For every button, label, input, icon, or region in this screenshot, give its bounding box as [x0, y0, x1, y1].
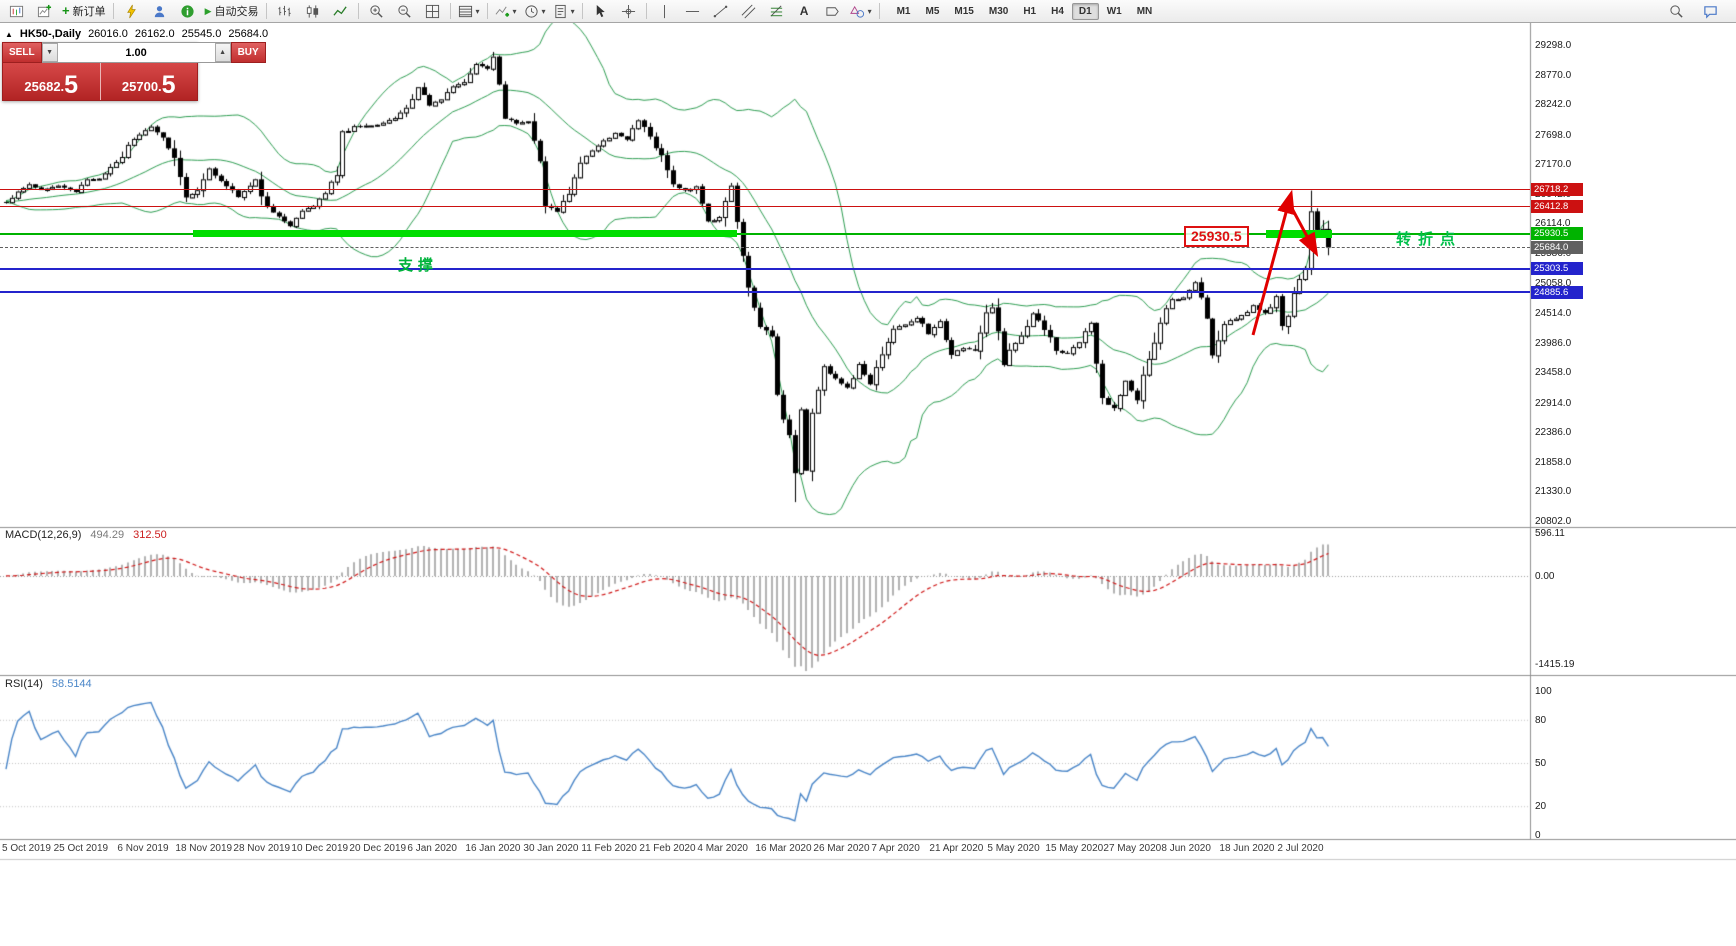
community-icon[interactable]: [174, 1, 201, 21]
chart-list-button[interactable]: ▾: [455, 1, 483, 21]
macd-indicator-label: MACD(12,26,9) 494.29 312.50: [5, 529, 167, 541]
macd-signal-value: 312.50: [133, 529, 167, 541]
tile-windows-icon[interactable]: [419, 1, 446, 21]
turning-point-annotation[interactable]: 转折点: [1396, 231, 1463, 248]
plus-icon: +: [62, 3, 70, 18]
ohlc-high: 26162.0: [134, 28, 175, 40]
chevron-down-icon: ▾: [570, 6, 575, 16]
timeframe-h4[interactable]: H4: [1051, 5, 1064, 17]
ohlc-open: 26016.0: [88, 28, 128, 40]
chart-window-icon[interactable]: [3, 1, 30, 21]
main-toolbar: + 新订单 ▶ 自动交易 ▾ ▾ ▾ ▾ A ▾ M1 M5 M15 M30 H1 H4 D1 W…: [0, 0, 1736, 23]
toolbar-separator: [878, 3, 880, 19]
channel-icon[interactable]: [735, 1, 762, 21]
macd-title: MACD(12,26,9): [5, 529, 82, 541]
trendline-icon[interactable]: [707, 1, 734, 21]
toolbar-separator: [449, 3, 451, 19]
chat-icon[interactable]: [1697, 1, 1724, 21]
toolbar-separator: [486, 3, 488, 19]
crosshair-icon[interactable]: [615, 1, 642, 21]
ohlc-close: 25684.0: [228, 28, 269, 40]
toolbar-separator: [112, 3, 114, 19]
search-icon[interactable]: [1663, 1, 1690, 21]
sell-price-big-digit: 5: [64, 71, 79, 99]
toolbar-separator: [645, 3, 647, 19]
toolbar-right-icons: [1663, 1, 1733, 21]
volume-input[interactable]: [57, 43, 215, 62]
sell-price-small: 25682.: [24, 79, 65, 94]
timeframe-mn[interactable]: MN: [1136, 5, 1153, 17]
timeframe-m30[interactable]: M30: [988, 5, 1009, 17]
chevron-down-icon: ▾: [475, 6, 480, 16]
volume-decrease-button[interactable]: ▼: [41, 43, 58, 62]
chevron-down-icon: ▾: [867, 6, 872, 16]
line-chart-icon[interactable]: [327, 1, 354, 21]
new-order-label: 新订单: [72, 6, 106, 18]
macd-value: 494.29: [90, 529, 125, 541]
volume-increase-button[interactable]: ▲: [214, 43, 231, 62]
buy-price-big-digit: 5: [161, 71, 176, 99]
timeframe-m15[interactable]: M15: [954, 5, 974, 17]
rsi-value: 58.5144: [51, 678, 92, 690]
buy-price-small: 25700.: [121, 79, 162, 94]
text-label-icon[interactable]: [819, 1, 846, 21]
timeframe-toolbar: M1 M5 M15 M30 H1 H4 D1 W1 MN: [890, 2, 1160, 20]
shapes-button[interactable]: ▾: [847, 1, 875, 21]
experts-icon[interactable]: [146, 1, 173, 21]
templates-button[interactable]: ▾: [550, 1, 578, 21]
chevron-down-icon: ▾: [512, 6, 517, 16]
new-order-button[interactable]: + 新订单: [59, 1, 109, 21]
volume-control: ▼ ▲: [41, 42, 231, 63]
price-chart-canvas[interactable]: [0, 23, 1736, 946]
zoom-out-icon[interactable]: [391, 1, 418, 21]
cursor-icon[interactable]: [587, 1, 614, 21]
autotrading-label: 自动交易: [214, 6, 259, 18]
rsi-indicator-label: RSI(14) 58.5144: [5, 678, 92, 690]
toolbar-separator: [357, 3, 359, 19]
one-click-toggle-icon[interactable]: ▲: [5, 29, 13, 39]
one-click-trading-panel: SELL ▼ ▲ BUY 25682.5 25700.5: [2, 42, 266, 101]
symbol-info: ▲ HK50-,Daily 26016.0 26162.0 25545.0 25…: [5, 28, 268, 40]
periods-button[interactable]: ▾: [521, 1, 549, 21]
support-annotation[interactable]: 支撑: [398, 257, 439, 274]
ohlc-low: 25545.0: [181, 28, 222, 40]
vertical-line-icon[interactable]: [651, 1, 678, 21]
fibonacci-icon[interactable]: [763, 1, 790, 21]
chevron-down-icon: ▾: [541, 6, 546, 16]
indicators-button[interactable]: ▾: [492, 1, 520, 21]
price-divider: [99, 63, 101, 100]
buy-button[interactable]: BUY: [230, 42, 266, 63]
lightning-icon[interactable]: [118, 1, 145, 21]
price-level-callout[interactable]: 25930.5: [1184, 226, 1249, 247]
horizontal-line-icon[interactable]: [679, 1, 706, 21]
zoom-in-icon[interactable]: [363, 1, 390, 21]
autotrading-button[interactable]: ▶ 自动交易: [202, 1, 262, 21]
bar-chart-icon[interactable]: [271, 1, 298, 21]
candlestick-chart-icon[interactable]: [299, 1, 326, 21]
timeframe-h1[interactable]: H1: [1023, 5, 1037, 17]
timeframe-w1[interactable]: W1: [1106, 5, 1122, 17]
sell-price-display[interactable]: 25682. 5: [3, 63, 100, 100]
timeframe-m5[interactable]: M5: [925, 5, 940, 17]
play-icon: ▶: [204, 5, 212, 16]
text-tool-icon[interactable]: A: [799, 4, 809, 18]
sell-button[interactable]: SELL: [2, 42, 42, 63]
toolbar-separator: [581, 3, 583, 19]
timeframe-d1[interactable]: D1: [1071, 2, 1099, 20]
toolbar-separator: [265, 3, 267, 19]
buy-price-display[interactable]: 25700. 5: [101, 63, 198, 100]
chart-window[interactable]: 29298.0 28770.0 28242.0 27698.0 27170.0 26642…: [0, 23, 1736, 946]
symbol-name: HK50-,Daily: [19, 28, 82, 40]
timeframe-m1[interactable]: M1: [896, 5, 911, 17]
rsi-title: RSI(14): [5, 678, 43, 690]
new-chart-icon[interactable]: [31, 1, 58, 21]
